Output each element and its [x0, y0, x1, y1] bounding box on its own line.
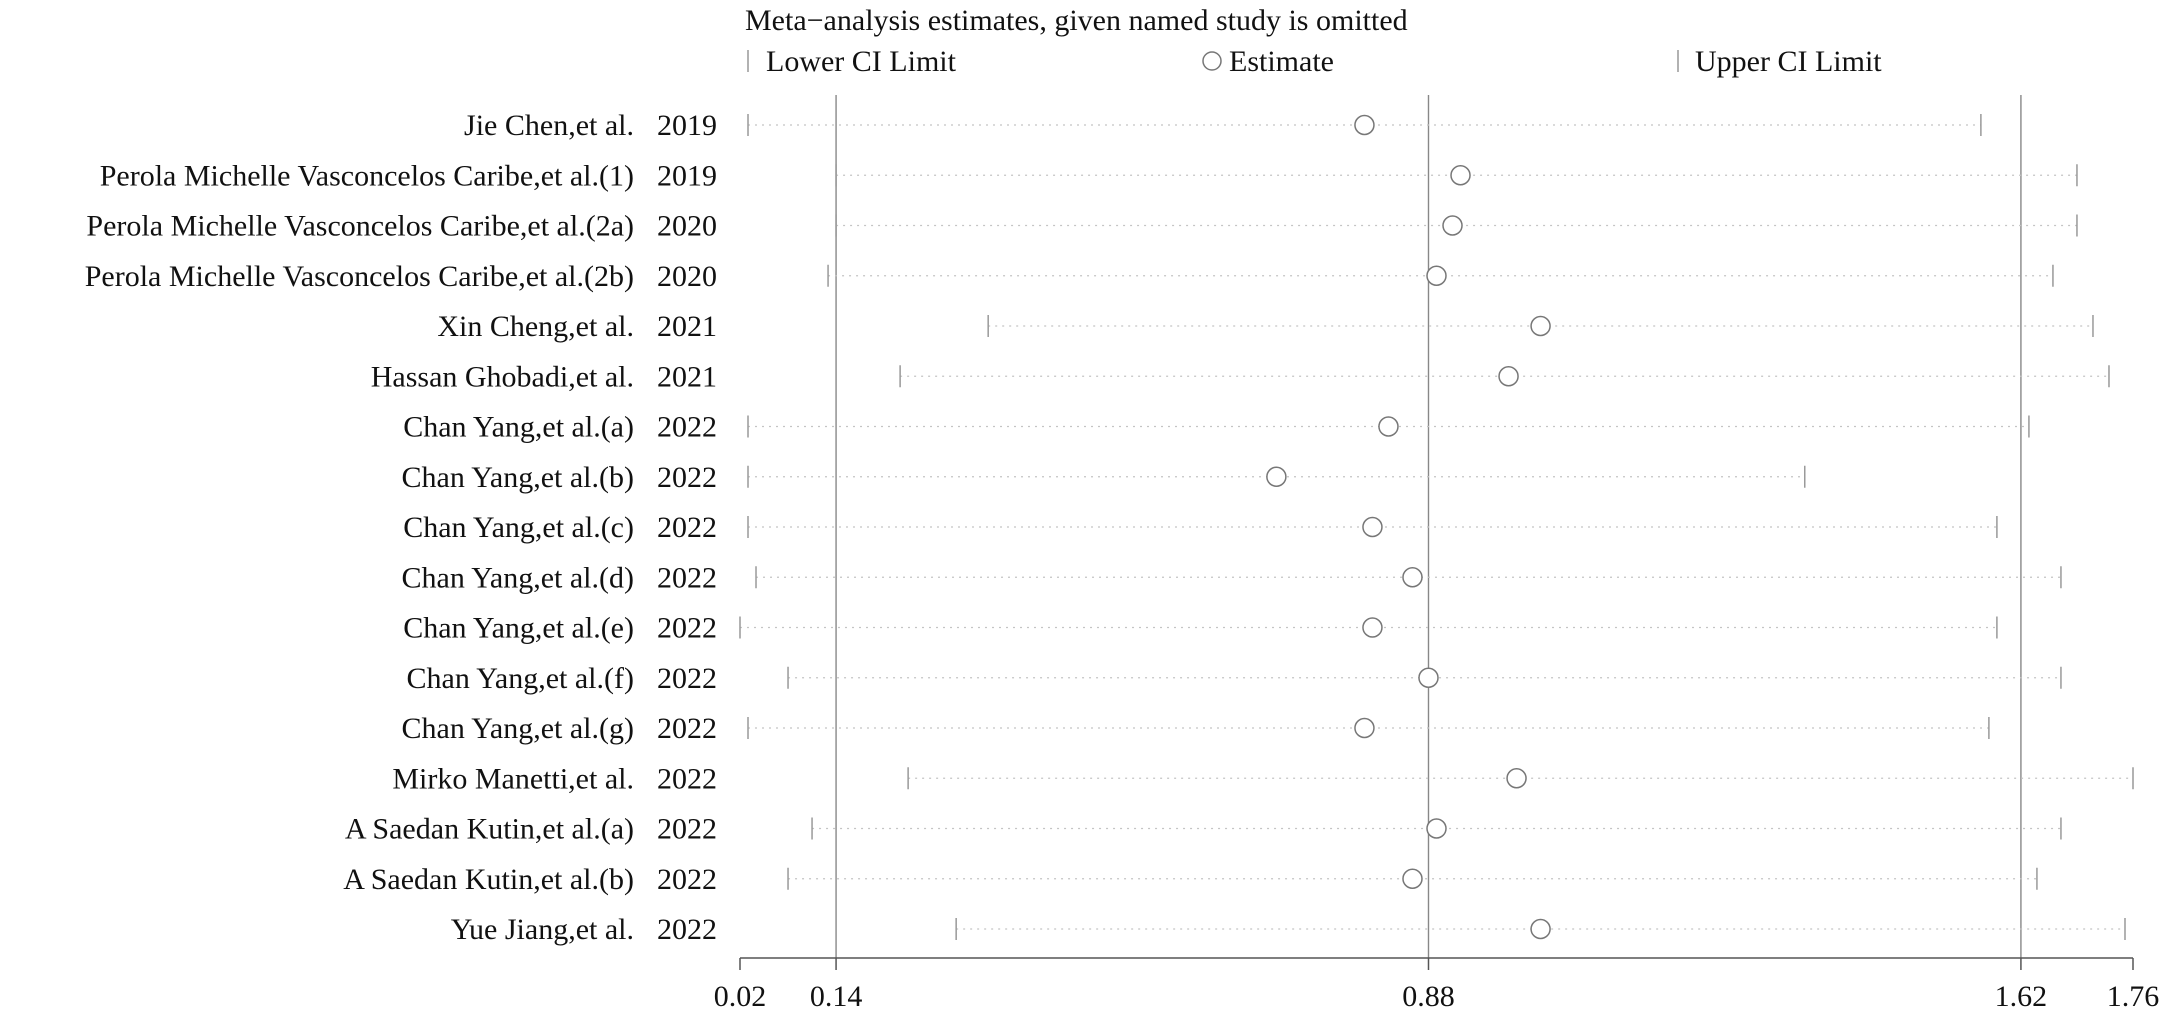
study-name-label: Perola Michelle Vasconcelos Caribe,et al…: [100, 159, 634, 192]
study-year-label: 2020: [657, 210, 717, 243]
study-estimate-point: [1354, 717, 1375, 739]
study-estimate-point: [1530, 918, 1551, 940]
study-year-label: 2019: [657, 109, 717, 142]
study-name-label: Perola Michelle Vasconcelos Caribe,et al…: [85, 260, 634, 293]
study-year-label: 2022: [657, 913, 717, 946]
x-axis-tick-label: 0.14: [810, 980, 863, 1013]
study-year-label: 2020: [657, 260, 717, 293]
legend-upper-label: Upper CI Limit: [1695, 45, 1882, 78]
study-row: Perola Michelle Vasconcelos Caribe,et al…: [86, 210, 2078, 243]
study-row: Chan Yang,et al.(g) 2022: [402, 712, 1990, 745]
study-year-label: 2021: [657, 310, 717, 343]
study-row: Yue Jiang,et al. 2022: [451, 913, 2126, 946]
study-estimate-point: [1402, 868, 1423, 889]
x-axis: 0.02 0.14 0.88 1.62 1.76: [714, 957, 2160, 1013]
study-year-label: 2022: [657, 813, 717, 846]
study-estimate-point: [1362, 617, 1383, 638]
x-axis-tick-label: 1.62: [1995, 980, 2048, 1013]
study-row: Chan Yang,et al.(b) 2022: [402, 461, 1806, 494]
study-name-label: Chan Yang,et al.(d): [402, 561, 634, 594]
study-row: Chan Yang,et al.(f) 2022: [407, 662, 2062, 695]
x-axis-tick-label: 1.76: [2107, 980, 2160, 1013]
study-estimate-point: [1354, 114, 1375, 136]
study-estimate-point: [1426, 265, 1447, 286]
study-rows: Jie Chen,et al. 2019 Perola Michelle Vasco…: [85, 109, 2134, 946]
chart-title: Meta−analysis estimates, given named stu…: [745, 4, 1408, 37]
study-row: Jie Chen,et al. 2019: [464, 109, 1982, 142]
study-name-label: A Saedan Kutin,et al.(a): [345, 813, 634, 846]
study-estimate-point: [1442, 215, 1463, 236]
study-year-label: 2022: [657, 411, 717, 444]
study-year-label: 2019: [657, 159, 717, 192]
x-axis-tick-label: 0.88: [1402, 980, 1455, 1013]
legend-estimate-circle-mark: [1202, 51, 1222, 71]
study-estimate-point: [1378, 416, 1399, 437]
study-name-label: Chan Yang,et al.(g): [402, 712, 634, 745]
study-year-label: 2022: [657, 662, 717, 695]
study-estimate-point: [1418, 667, 1439, 688]
study-estimate-point: [1498, 366, 1519, 387]
study-row: A Saedan Kutin,et al.(b) 2022: [343, 863, 2038, 896]
study-row: Perola Michelle Vasconcelos Caribe,et al…: [100, 159, 2078, 192]
study-name-label: Perola Michelle Vasconcelos Caribe,et al…: [86, 210, 634, 243]
study-year-label: 2022: [657, 612, 717, 645]
study-row: Chan Yang,et al.(d) 2022: [402, 561, 2062, 594]
study-estimate-point: [1402, 567, 1423, 588]
study-row: Mirko Manetti,et al. 2022: [392, 762, 2134, 795]
study-estimate-point: [1266, 466, 1287, 487]
study-name-label: Hassan Ghobadi,et al.: [371, 360, 634, 393]
study-row: Xin Cheng,et al. 2021: [437, 310, 2094, 343]
study-year-label: 2022: [657, 461, 717, 494]
study-estimate-point: [1506, 768, 1527, 789]
study-name-label: Yue Jiang,et al.: [451, 913, 634, 946]
study-row: Perola Michelle Vasconcelos Caribe,et al…: [85, 260, 2054, 293]
legend: Lower CI Limit Estimate Upper CI Limit: [747, 45, 1882, 78]
study-row: Chan Yang,et al.(a) 2022: [403, 411, 2030, 444]
study-name-label: A Saedan Kutin,et al.(b): [343, 863, 634, 896]
legend-lower-label: Lower CI Limit: [766, 45, 957, 78]
study-name-label: Chan Yang,et al.(a): [403, 411, 634, 444]
study-row: Chan Yang,et al.(e) 2022: [403, 612, 1998, 645]
study-name-label: Chan Yang,et al.(c): [403, 511, 634, 544]
study-estimate-point: [1450, 165, 1471, 186]
study-name-label: Chan Yang,et al.(e): [403, 612, 634, 645]
study-estimate-point: [1530, 315, 1551, 337]
study-estimate-point: [1362, 516, 1383, 538]
study-row: Hassan Ghobadi,et al. 2021: [371, 360, 2110, 393]
study-name-label: Chan Yang,et al.(f): [407, 662, 634, 695]
study-name-label: Chan Yang,et al.(b): [402, 461, 634, 494]
study-row: A Saedan Kutin,et al.(a) 2022: [345, 813, 2062, 846]
study-row: Chan Yang,et al.(c) 2022: [403, 511, 1998, 544]
study-year-label: 2022: [657, 863, 717, 896]
study-year-label: 2021: [657, 360, 717, 393]
study-estimate-point: [1426, 818, 1447, 839]
legend-estimate-label: Estimate: [1229, 45, 1334, 78]
study-name-label: Mirko Manetti,et al.: [392, 762, 634, 795]
study-year-label: 2022: [657, 561, 717, 594]
study-year-label: 2022: [657, 712, 717, 745]
x-axis-tick-label: 0.02: [714, 980, 767, 1013]
study-year-label: 2022: [657, 511, 717, 544]
study-name-label: Jie Chen,et al.: [464, 109, 634, 142]
study-year-label: 2022: [657, 762, 717, 795]
study-name-label: Xin Cheng,et al.: [437, 310, 634, 343]
